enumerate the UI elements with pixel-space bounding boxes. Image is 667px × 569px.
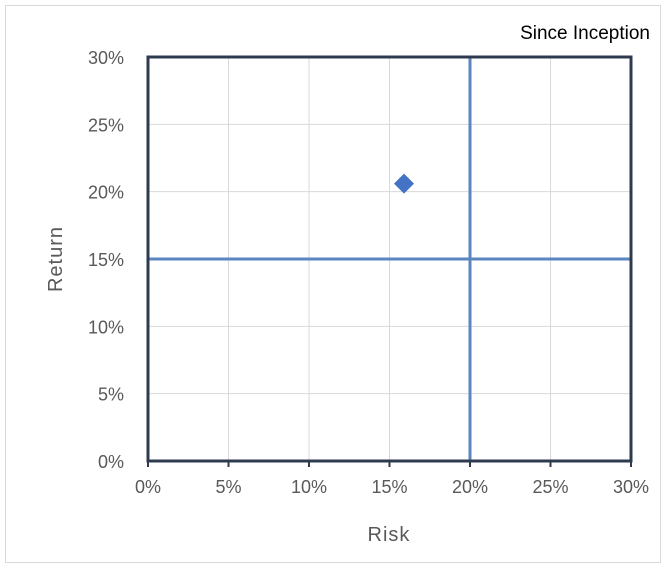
- y-axis-ticks: 0% 5% 10% 15% 20% 25% 30%: [88, 48, 124, 472]
- chart-title: Since Inception: [520, 23, 650, 44]
- y-axis-title: Return: [45, 226, 67, 292]
- x-tick-label: 0%: [135, 477, 161, 497]
- x-tick-label: 5%: [215, 477, 241, 497]
- x-tick-label: 30%: [613, 477, 649, 497]
- x-tick-label: 25%: [532, 477, 568, 497]
- x-tick-label: 20%: [452, 477, 488, 497]
- x-axis-ticks: 0% 5% 10% 15% 20% 25% 30%: [135, 461, 649, 497]
- data-points: [393, 173, 414, 194]
- chart-frame: [5, 5, 661, 563]
- y-tick-label: 20%: [88, 183, 124, 203]
- y-tick-label: 15%: [88, 250, 124, 270]
- x-tick-label: 10%: [291, 477, 327, 497]
- y-tick-label: 10%: [88, 317, 124, 337]
- y-tick-label: 25%: [88, 115, 124, 135]
- gridlines: [148, 57, 631, 461]
- x-tick-label: 15%: [371, 477, 407, 497]
- data-point-diamond: [393, 173, 414, 194]
- x-axis-title: Risk: [368, 524, 411, 546]
- y-tick-label: 0%: [98, 452, 124, 472]
- y-tick-label: 30%: [88, 48, 124, 68]
- y-tick-label: 5%: [98, 385, 124, 405]
- reference-lines: [148, 57, 631, 461]
